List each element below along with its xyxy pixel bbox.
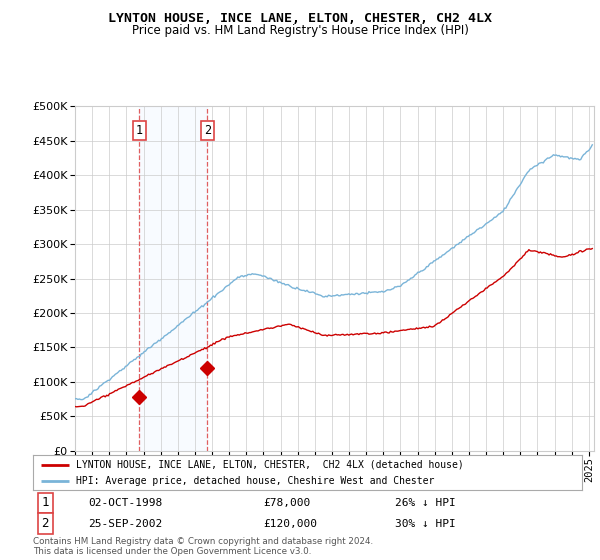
Text: £120,000: £120,000: [263, 519, 317, 529]
Text: 26% ↓ HPI: 26% ↓ HPI: [395, 498, 456, 508]
Text: LYNTON HOUSE, INCE LANE, ELTON, CHESTER,  CH2 4LX (detached house): LYNTON HOUSE, INCE LANE, ELTON, CHESTER,…: [76, 460, 464, 470]
Text: LYNTON HOUSE, INCE LANE, ELTON, CHESTER, CH2 4LX: LYNTON HOUSE, INCE LANE, ELTON, CHESTER,…: [108, 12, 492, 25]
Text: £78,000: £78,000: [263, 498, 311, 508]
Text: Contains HM Land Registry data © Crown copyright and database right 2024.
This d: Contains HM Land Registry data © Crown c…: [33, 536, 373, 556]
Text: 2: 2: [41, 517, 49, 530]
Text: 1: 1: [136, 124, 143, 137]
Text: 02-OCT-1998: 02-OCT-1998: [88, 498, 162, 508]
Text: 2: 2: [204, 124, 211, 137]
Text: Price paid vs. HM Land Registry's House Price Index (HPI): Price paid vs. HM Land Registry's House …: [131, 24, 469, 37]
Text: HPI: Average price, detached house, Cheshire West and Chester: HPI: Average price, detached house, Ches…: [76, 476, 434, 486]
Bar: [139, 106, 208, 451]
Text: 25-SEP-2002: 25-SEP-2002: [88, 519, 162, 529]
Text: 30% ↓ HPI: 30% ↓ HPI: [395, 519, 456, 529]
Text: 1: 1: [41, 496, 49, 510]
